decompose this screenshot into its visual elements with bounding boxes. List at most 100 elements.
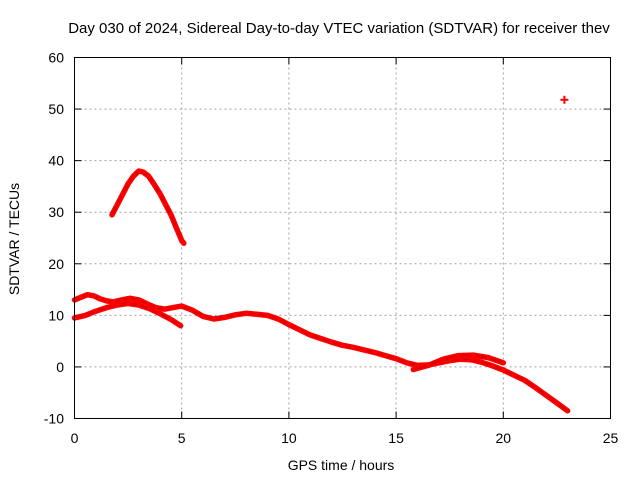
data-point [490, 363, 495, 369]
data-point [181, 241, 186, 246]
data-point [140, 169, 146, 175]
data-point [276, 316, 281, 322]
data-point [120, 192, 125, 197]
data-point [501, 360, 506, 365]
data-point [104, 305, 109, 310]
data-point [471, 352, 476, 358]
gridlines [74, 57, 611, 419]
y-tick-label: 40 [48, 153, 64, 169]
data-point [308, 332, 313, 338]
data-point [136, 302, 141, 308]
data-point [533, 385, 538, 390]
data-point [233, 312, 238, 317]
data-point [146, 173, 151, 179]
data-point [361, 347, 367, 353]
data-point [125, 301, 131, 306]
series-main-trace [71, 291, 571, 414]
data-point [254, 312, 259, 317]
data-point [411, 367, 416, 372]
x-axis-label: GPS time / hours [288, 457, 395, 473]
data-point [340, 343, 345, 348]
data-point [565, 408, 570, 413]
data-point [119, 297, 124, 303]
data-point [109, 212, 115, 217]
data-point [372, 350, 377, 355]
tick-labels: 0 5 10 15 20 25 -10 0 10 20 30 40 50 60 [44, 50, 619, 447]
data-point [168, 212, 174, 217]
data-point [83, 313, 88, 318]
data-point [174, 225, 179, 230]
data-point [115, 302, 120, 308]
data-point [318, 336, 324, 341]
plot-frame [74, 57, 611, 419]
data-point [98, 296, 103, 302]
data-point [211, 316, 217, 322]
data-point [131, 173, 136, 179]
y-tick-label: 10 [48, 307, 64, 323]
data-point [190, 308, 195, 313]
data-point [85, 292, 90, 297]
data-point [179, 303, 184, 309]
data-point [162, 307, 167, 312]
data-point [200, 314, 206, 319]
y-axis-label: SDTVAR / TECUs [6, 183, 22, 295]
x-tick-label: 5 [178, 430, 186, 446]
data-point [91, 293, 97, 298]
data-point [78, 295, 84, 300]
x-tick-label: 15 [388, 430, 404, 446]
data-point [383, 353, 388, 358]
data-point [554, 400, 560, 406]
data-point [501, 367, 506, 373]
x-tick-label: 20 [496, 430, 512, 446]
data-point [243, 311, 249, 316]
data-point [479, 360, 485, 365]
y-tick-label: 30 [48, 204, 64, 220]
data-point [136, 168, 141, 174]
y-tick-label: -10 [44, 411, 64, 427]
data-point [468, 357, 474, 362]
data-point [147, 306, 152, 311]
data-point [158, 192, 163, 197]
data-point [456, 353, 461, 358]
data-point [158, 311, 163, 316]
data-point [441, 357, 446, 362]
x-tick-label: 10 [281, 430, 297, 446]
data-point [104, 298, 109, 304]
data-point [426, 363, 431, 368]
data-point [522, 378, 527, 383]
x-tick-label: 0 [71, 430, 79, 446]
data-point [286, 322, 292, 327]
data-point [404, 360, 409, 365]
data-series [71, 95, 571, 414]
data-point [265, 313, 270, 318]
data-point [168, 317, 174, 322]
data-point [351, 345, 356, 350]
x-tick-label: 25 [603, 430, 619, 446]
data-point [178, 323, 183, 328]
data-point [151, 181, 156, 186]
series-mid-bump [410, 352, 507, 373]
y-tick-label: 20 [48, 256, 64, 272]
series-outlier [560, 95, 569, 104]
data-point [128, 296, 133, 301]
data-point [222, 315, 227, 320]
data-point [329, 340, 334, 345]
data-point [511, 373, 517, 378]
chart-title: Day 030 of 2024, Sidereal Day-to-day VTE… [68, 20, 610, 37]
data-point [544, 393, 549, 398]
data-point [486, 355, 491, 360]
data-point [115, 202, 120, 207]
y-tick-label: 0 [56, 359, 64, 375]
data-point [170, 305, 176, 310]
data-point [125, 181, 131, 186]
data-point [93, 309, 99, 314]
y-tick-label: 60 [48, 50, 64, 66]
series-upper-lobe [109, 168, 187, 246]
data-point [163, 202, 168, 207]
data-point [297, 327, 302, 332]
data-point [136, 297, 141, 303]
y-tick-label: 50 [48, 101, 64, 117]
data-point [393, 356, 399, 361]
